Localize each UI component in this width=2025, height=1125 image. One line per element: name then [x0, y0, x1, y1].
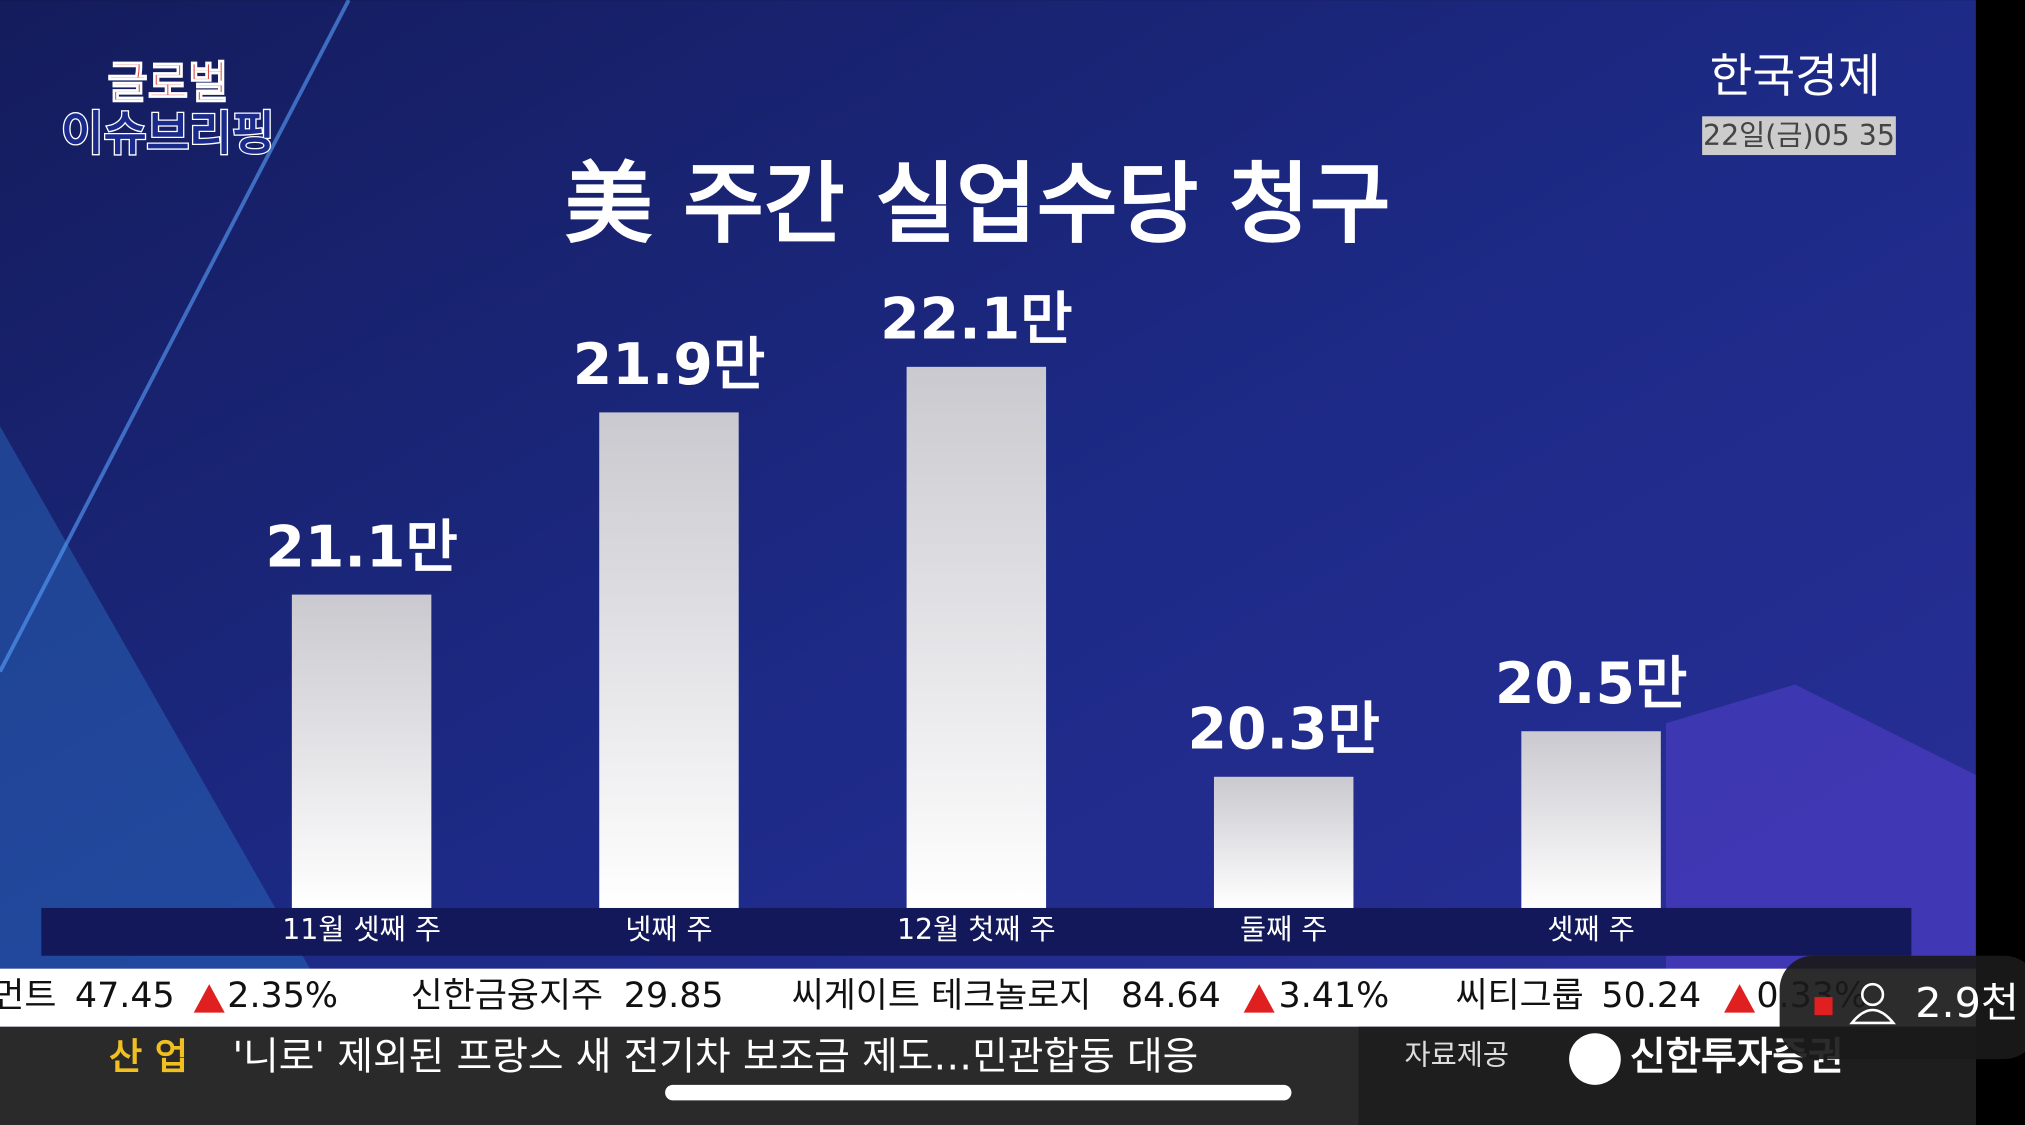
- buildings: [1665, 684, 1976, 969]
- x-tick-label: 넷째 주: [625, 913, 712, 946]
- bar: [291, 594, 432, 908]
- headline: '니로' 제외된 프랑스 새 전기차 보조금 제도…민관합동 대응: [232, 1035, 1198, 1080]
- chart-title: 美 주간 실업수당 청구: [565, 153, 1391, 256]
- stock-price: 29.85: [624, 976, 724, 1016]
- stock-name: 씨티그룹: [1455, 976, 1583, 1016]
- stock-price: 84.64: [1121, 976, 1221, 1016]
- value-label: 21.1만: [265, 514, 457, 580]
- live-dot: [1814, 997, 1833, 1016]
- source-label: 자료제공: [1404, 1038, 1509, 1071]
- x-tick-label: 셋째 주: [1547, 913, 1634, 946]
- ticker-band: [0, 968, 1976, 1027]
- time: 22일(금)05 35: [1703, 119, 1895, 152]
- logo: 글로벌: [107, 57, 228, 108]
- ticker: 먼트 47.45 2.35% 신한금융지주 29.85 씨게이트 테크놀로지 84.64 3.…: [0, 976, 1867, 1016]
- stock-name: 씨게이트 테크놀로지: [792, 976, 1092, 1016]
- up-arrow: [193, 984, 225, 1013]
- up-arrow: [1724, 984, 1756, 1013]
- viewer-overlay: [1779, 955, 2025, 1060]
- bar: [906, 366, 1047, 908]
- up-arrow: [1243, 984, 1275, 1013]
- user-icon: [1849, 1008, 1896, 1025]
- category-band: [41, 907, 1912, 956]
- value-label: 22.1만: [880, 287, 1072, 353]
- bar: [1521, 731, 1661, 908]
- time-box: [1702, 116, 1896, 156]
- stock-name: 신한금융지주: [411, 976, 603, 1016]
- logo: 이슈브리핑: [61, 106, 275, 160]
- value-label: 20.5만: [1495, 651, 1687, 717]
- stock-change: 2.35%: [227, 976, 338, 1016]
- x-tick-label: 11월 셋째 주: [282, 913, 441, 946]
- side-strip: [1975, 0, 2025, 1125]
- value-label: 21.9만: [573, 332, 765, 398]
- user-icon: [1860, 982, 1885, 1007]
- source-icon: [1569, 1033, 1621, 1085]
- channel-name: 한국경제: [1710, 49, 1881, 103]
- bar: [599, 412, 739, 908]
- stock-change: 3.41%: [1279, 976, 1390, 1016]
- stock-name: 먼트: [0, 976, 56, 1016]
- bar: [1213, 776, 1354, 908]
- decor: [0, 0, 351, 673]
- home-indicator[interactable]: [665, 1084, 1292, 1101]
- stock-price: 50.24: [1601, 976, 1701, 1016]
- value-label: 20.3만: [1187, 696, 1379, 762]
- viewer-count: 2.9천: [1915, 979, 2019, 1027]
- stock-price: 47.45: [75, 976, 175, 1016]
- x-tick-label: 둘째 주: [1240, 913, 1327, 946]
- x-tick-label: 12월 첫째 주: [897, 913, 1056, 946]
- news-section: 산 업: [109, 1035, 188, 1078]
